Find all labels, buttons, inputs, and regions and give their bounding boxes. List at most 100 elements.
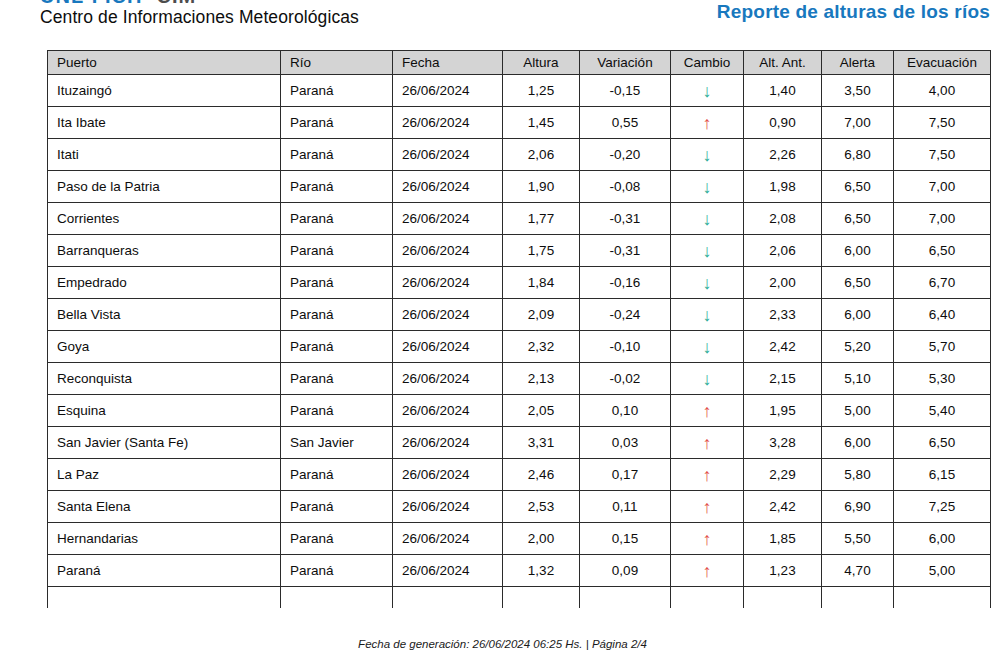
table-row: Bella VistaParaná26/06/20242,09-0,24↓2,3… <box>48 299 991 331</box>
cell-rio: Paraná <box>281 107 393 139</box>
cell-fecha: 26/06/2024 <box>393 427 503 459</box>
trend-up-icon: ↑ <box>703 433 712 453</box>
trend-down-icon: ↓ <box>703 81 712 101</box>
trend-up-icon: ↑ <box>703 113 712 133</box>
cell-rio: Paraná <box>281 523 393 555</box>
cell-cambio: ↓ <box>671 171 744 203</box>
table-row: EmpedradoParaná26/06/20241,84-0,16↓2,006… <box>48 267 991 299</box>
cell-puerto: Esquina <box>48 395 281 427</box>
cell-altura: 1,32 <box>503 555 580 587</box>
cell-fecha: 26/06/2024 <box>393 107 503 139</box>
cell-alt_ant: 2,08 <box>744 203 822 235</box>
cell-alerta: 6,50 <box>822 203 894 235</box>
cell-alerta: 5,20 <box>822 331 894 363</box>
cell-alerta: 5,10 <box>822 363 894 395</box>
cell-fecha: 26/06/2024 <box>393 267 503 299</box>
cell-altura: 1,75 <box>503 235 580 267</box>
cell-altura: 1,77 <box>503 203 580 235</box>
cell-variacion: -0,31 <box>580 235 671 267</box>
column-header-alerta: Alerta <box>822 51 894 75</box>
cell-evacuacion: 7,50 <box>894 107 991 139</box>
cell-empty <box>580 587 671 608</box>
cell-cambio: ↑ <box>671 459 744 491</box>
cell-alt_ant: 2,29 <box>744 459 822 491</box>
cell-alt_ant: 2,06 <box>744 235 822 267</box>
cell-alerta: 6,00 <box>822 427 894 459</box>
river-heights-table: PuertoRíoFechaAlturaVariaciónCambioAlt. … <box>47 50 991 608</box>
cell-empty <box>671 587 744 608</box>
column-header-evacuacion: Evacuación <box>894 51 991 75</box>
cell-alt_ant: 2,42 <box>744 491 822 523</box>
cell-alerta: 6,00 <box>822 235 894 267</box>
cell-fecha: 26/06/2024 <box>393 171 503 203</box>
cell-fecha: 26/06/2024 <box>393 555 503 587</box>
cell-rio: Paraná <box>281 491 393 523</box>
cell-evacuacion: 7,00 <box>894 203 991 235</box>
cell-altura: 2,00 <box>503 523 580 555</box>
cell-altura: 2,09 <box>503 299 580 331</box>
cell-rio: Paraná <box>281 331 393 363</box>
org-name: Centro de Informaciones Meteorológicas <box>40 7 359 28</box>
cell-rio: Paraná <box>281 555 393 587</box>
cell-puerto: Ita Ibate <box>48 107 281 139</box>
cell-fecha: 26/06/2024 <box>393 523 503 555</box>
cell-alt_ant: 2,42 <box>744 331 822 363</box>
cell-empty <box>48 587 281 608</box>
trend-down-icon: ↓ <box>703 273 712 293</box>
report-page: UNL·FICHCIM Centro de Informaciones Mete… <box>0 0 1005 672</box>
cell-rio: Paraná <box>281 75 393 107</box>
cell-rio: Paraná <box>281 459 393 491</box>
cell-empty <box>822 587 894 608</box>
cell-alt_ant: 1,98 <box>744 171 822 203</box>
table-row: EsquinaParaná26/06/20242,050,10↑1,955,00… <box>48 395 991 427</box>
column-header-alt_ant: Alt. Ant. <box>744 51 822 75</box>
column-header-altura: Altura <box>503 51 580 75</box>
cell-rio: Paraná <box>281 267 393 299</box>
page-footer: Fecha de generación: 26/06/2024 06:25 Hs… <box>0 638 1005 650</box>
column-header-puerto: Puerto <box>48 51 281 75</box>
trend-up-icon: ↑ <box>703 465 712 485</box>
cell-rio: Paraná <box>281 203 393 235</box>
table-row-partial <box>48 587 991 608</box>
table-row: La PazParaná26/06/20242,460,17↑2,295,806… <box>48 459 991 491</box>
trend-down-icon: ↓ <box>703 145 712 165</box>
cell-empty <box>393 587 503 608</box>
cell-evacuacion: 4,00 <box>894 75 991 107</box>
cell-evacuacion: 7,25 <box>894 491 991 523</box>
cell-alt_ant: 2,26 <box>744 139 822 171</box>
cell-rio: Paraná <box>281 139 393 171</box>
cell-cambio: ↓ <box>671 75 744 107</box>
cell-variacion: -0,15 <box>580 75 671 107</box>
cell-fecha: 26/06/2024 <box>393 203 503 235</box>
cell-rio: Paraná <box>281 299 393 331</box>
cell-evacuacion: 6,50 <box>894 235 991 267</box>
cell-puerto: Bella Vista <box>48 299 281 331</box>
cell-altura: 3,31 <box>503 427 580 459</box>
cell-altura: 1,25 <box>503 75 580 107</box>
cell-altura: 1,90 <box>503 171 580 203</box>
cell-variacion: 0,03 <box>580 427 671 459</box>
cell-puerto: Paraná <box>48 555 281 587</box>
cell-fecha: 26/06/2024 <box>393 235 503 267</box>
cell-alerta: 6,50 <box>822 267 894 299</box>
table-row: Ita IbateParaná26/06/20241,450,55↑0,907,… <box>48 107 991 139</box>
logo-right-text: CIM <box>156 0 196 7</box>
cell-cambio: ↓ <box>671 267 744 299</box>
cell-altura: 2,53 <box>503 491 580 523</box>
cell-puerto: Ituzaingó <box>48 75 281 107</box>
cell-variacion: 0,17 <box>580 459 671 491</box>
cell-cambio: ↓ <box>671 331 744 363</box>
cell-puerto: Hernandarias <box>48 523 281 555</box>
cell-variacion: -0,16 <box>580 267 671 299</box>
cell-alt_ant: 1,40 <box>744 75 822 107</box>
column-header-variacion: Variación <box>580 51 671 75</box>
cell-altura: 2,32 <box>503 331 580 363</box>
cell-alt_ant: 0,90 <box>744 107 822 139</box>
cell-evacuacion: 5,70 <box>894 331 991 363</box>
cell-fecha: 26/06/2024 <box>393 491 503 523</box>
cell-variacion: 0,15 <box>580 523 671 555</box>
cell-alerta: 5,00 <box>822 395 894 427</box>
table-row: ItatiParaná26/06/20242,06-0,20↓2,266,807… <box>48 139 991 171</box>
cell-fecha: 26/06/2024 <box>393 75 503 107</box>
cell-evacuacion: 6,50 <box>894 427 991 459</box>
